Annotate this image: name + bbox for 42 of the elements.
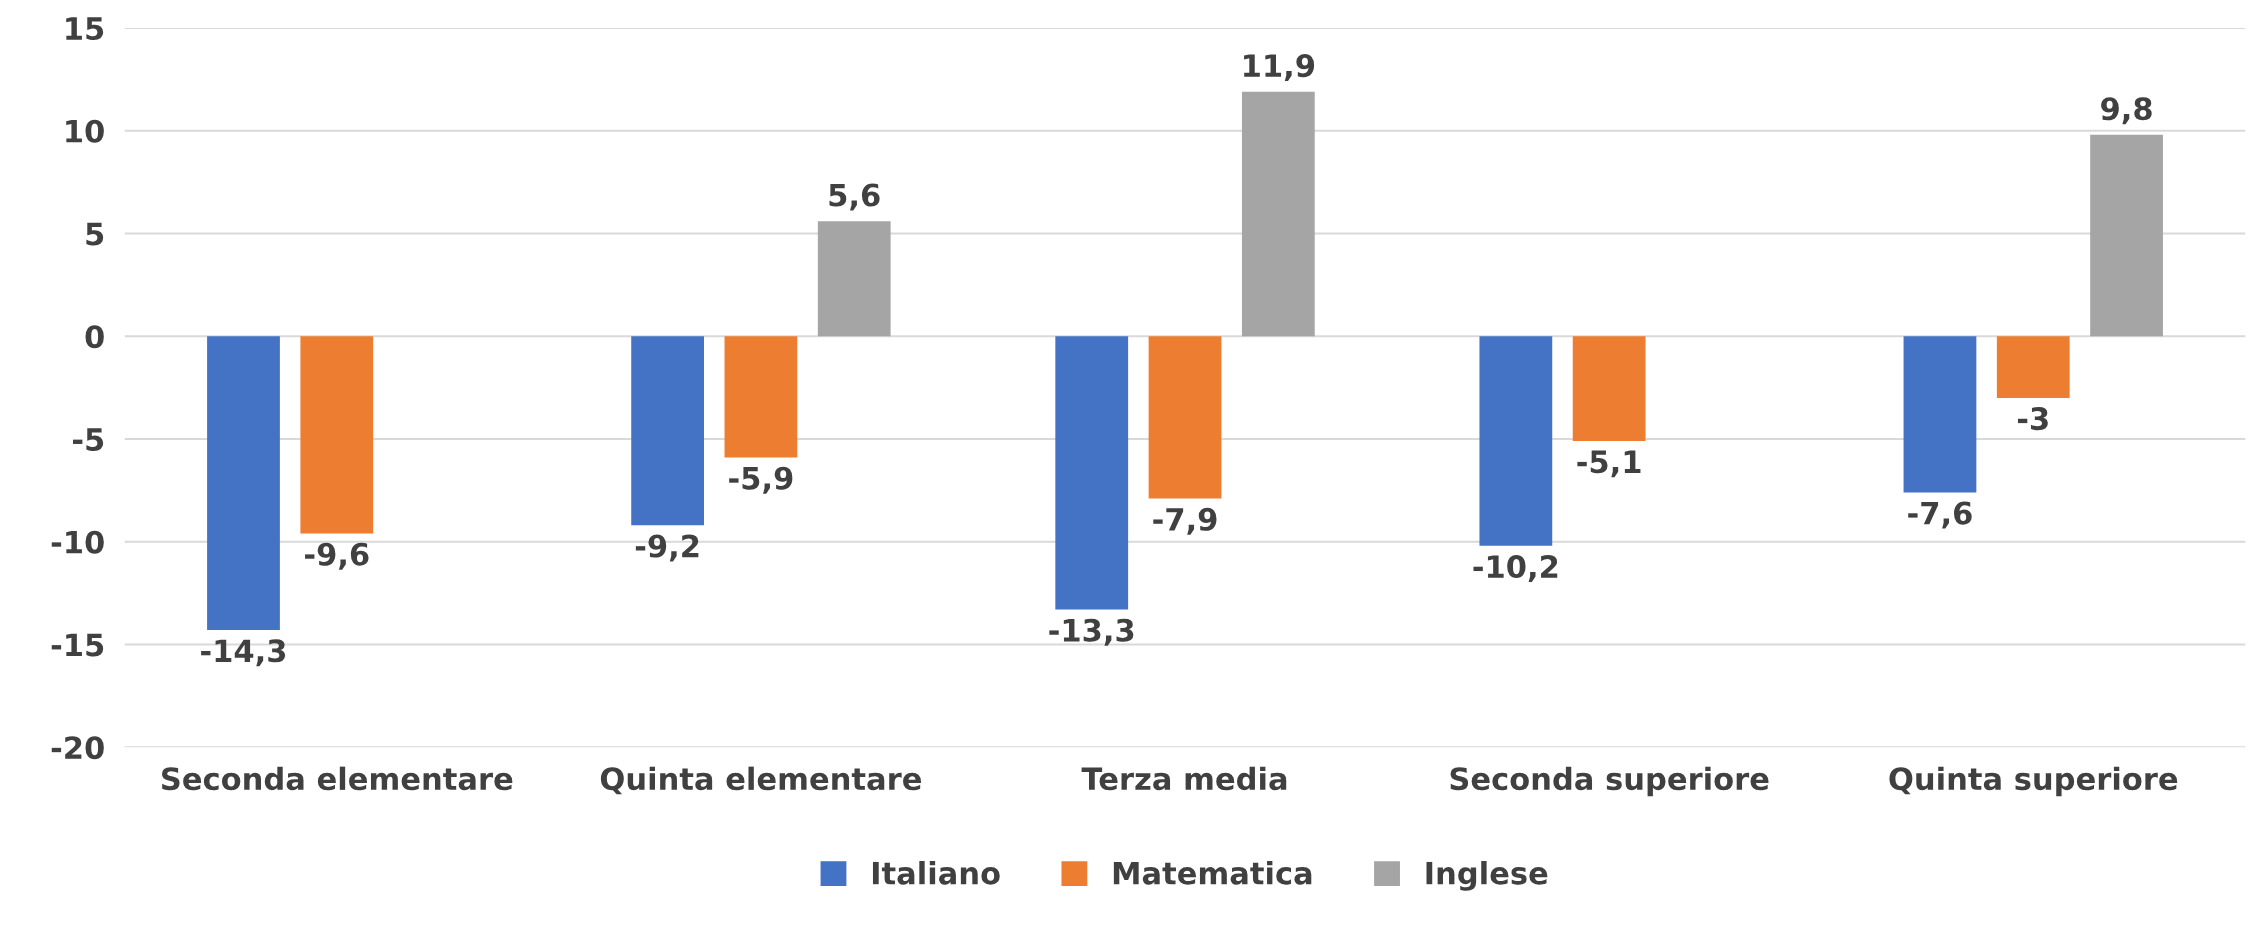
y-tick-label: 15 [66,17,104,41]
y-tick-label: -15 [51,633,104,657]
bar [1903,336,1977,493]
data-label: -7,9 [1153,507,1217,535]
legend-label: Inglese [1426,861,1548,891]
y-tick-label: -20 [51,736,104,760]
data-label: -7,6 [1908,501,1972,529]
bar [817,221,891,337]
data-label: -9,6 [305,542,369,570]
x-tick-label: Seconda elementare [162,766,513,791]
bar [724,336,798,458]
bar [2090,134,2163,337]
legend-label: Italiano [872,861,1000,885]
bar [631,336,704,526]
bar [1055,336,1129,610]
bar [1996,336,2070,398]
x-tick-label: Quinta elementare [600,766,921,795]
bar [1241,91,1315,337]
x-tick-label: Quinta superiore [1889,766,2178,797]
y-tick-label: -5 [73,428,104,452]
bar [300,336,374,534]
data-label: -13,3 [1049,618,1134,646]
y-tick-label: 5 [86,222,104,246]
data-label: 9,8 [2101,97,2152,125]
y-tick-label: 10 [66,119,104,143]
y-tick-label: -10 [51,530,104,554]
data-label: -5,9 [729,466,793,494]
x-tick-label: Terza media [1081,766,1287,791]
data-label: 5,6 [829,183,880,211]
data-label: -10,2 [1473,555,1558,583]
data-label: -9,2 [635,534,699,562]
data-label: 11,9 [1244,54,1315,82]
bar [1148,336,1222,499]
x-tick-label: Seconda superiore [1450,766,1769,797]
bar [207,336,280,631]
bar [1572,336,1646,442]
data-label: -3 [2017,407,2048,431]
data-label: -14,3 [201,639,286,667]
bar [1479,336,1553,546]
y-tick-label: 0 [85,325,104,349]
legend-label: Matematica [1113,861,1312,885]
data-label: -5,1 [1577,450,1641,478]
